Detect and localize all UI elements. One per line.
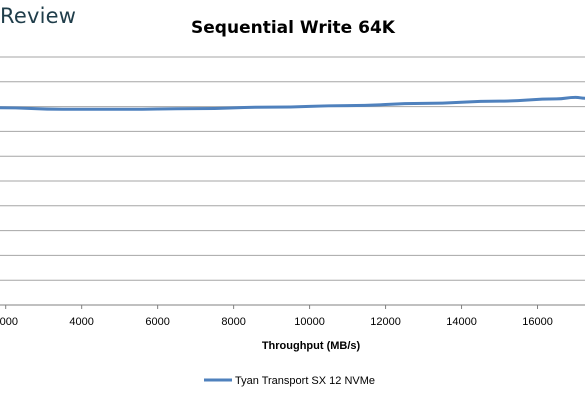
x-axis: 2000 4000 6000 8000 10000 12000 14000 16000 — [0, 305, 553, 328]
x-tick-label: 6000 — [145, 316, 169, 328]
x-tick-label: 2000 — [0, 316, 18, 328]
legend-label: Tyan Transport SX 12 NVMe — [235, 375, 375, 387]
x-axis-label: Throughput (MB/s) — [262, 340, 361, 352]
x-tick-label: 16000 — [522, 316, 553, 328]
x-tick-label: 8000 — [221, 316, 245, 328]
chart-title: Sequential Write 64K — [191, 18, 396, 38]
brand-logo: Review — [0, 4, 77, 28]
x-tick-label: 10000 — [294, 316, 325, 328]
x-tick-label: 14000 — [446, 316, 477, 328]
legend: Tyan Transport SX 12 NVMe — [204, 375, 375, 387]
gridlines — [0, 56, 585, 306]
series-line — [0, 95, 585, 111]
x-tick-label: 4000 — [69, 316, 93, 328]
x-tick-label: 12000 — [370, 316, 401, 328]
series-group — [0, 95, 585, 111]
